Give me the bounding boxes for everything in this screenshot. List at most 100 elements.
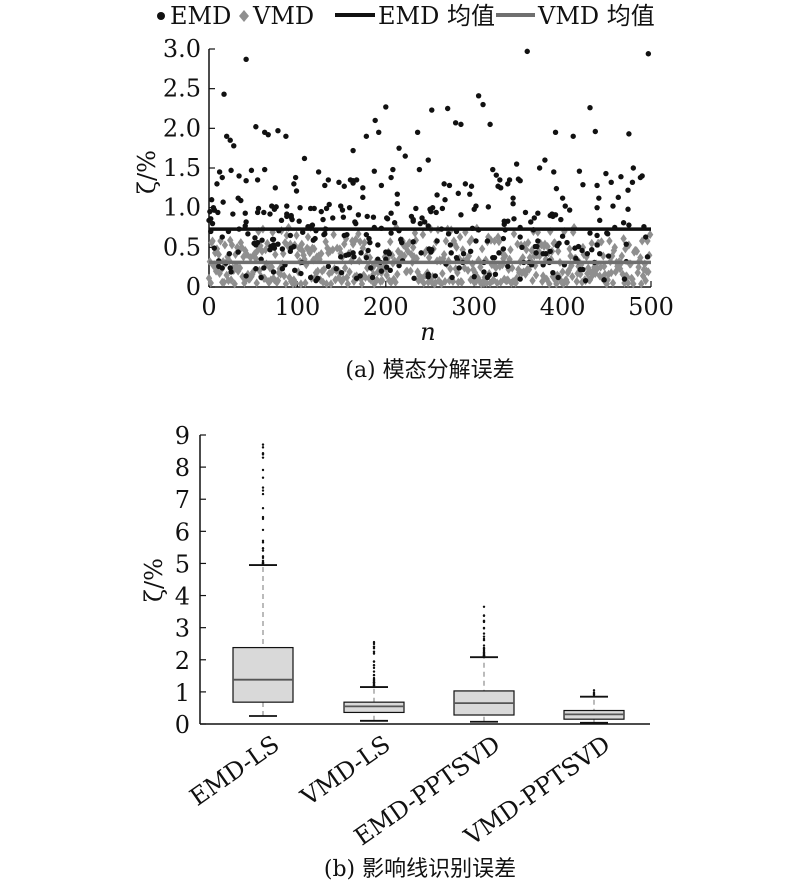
emd-point	[242, 210, 248, 216]
emd-point	[278, 217, 285, 224]
vmd-point	[535, 246, 542, 256]
x-tick-label-a: 400	[540, 293, 586, 321]
vmd-point	[302, 278, 309, 288]
vmd-point	[525, 265, 533, 275]
emd-point	[360, 185, 366, 191]
vmd-point	[356, 237, 364, 247]
emd-point	[394, 191, 400, 197]
emd-point	[307, 274, 314, 281]
vmd-point	[330, 230, 337, 240]
emd-point	[452, 120, 459, 126]
emd-point	[243, 273, 249, 279]
emd-point	[298, 270, 304, 277]
emd-point	[413, 205, 419, 212]
emd-point	[339, 207, 346, 213]
emd-point	[467, 191, 473, 197]
vmd-point	[366, 253, 374, 263]
vmd-point	[447, 264, 454, 274]
emd-point	[333, 266, 339, 272]
emd-point	[341, 232, 347, 239]
outlier-point	[261, 476, 265, 479]
emd-point	[207, 208, 213, 215]
emd-point	[326, 201, 332, 208]
y-tick-label-b: 1	[175, 679, 190, 707]
emd-point	[383, 215, 390, 221]
emd-point	[408, 213, 415, 220]
emd-point	[455, 190, 461, 197]
chart-a-scatter: EMD VMD EMD 均值 VMD 均值 0 0.5 1.0 1.5 2.0 2.5 3.…	[133, 2, 674, 383]
emd-point	[501, 218, 507, 224]
emd-point	[582, 277, 589, 284]
emd-point	[216, 169, 223, 175]
emd-point	[620, 220, 627, 226]
emd-point	[363, 231, 370, 238]
emd-point	[322, 182, 328, 189]
outlier-point	[261, 517, 265, 521]
emd-point	[396, 262, 402, 269]
emd-point	[433, 209, 439, 216]
emd-point	[421, 219, 428, 225]
vmd-point	[598, 237, 605, 247]
emd-point	[363, 254, 370, 261]
outlier-point	[482, 635, 486, 638]
emd-point	[584, 250, 591, 257]
vmd-point	[440, 249, 448, 259]
outlier-point	[372, 650, 376, 654]
emd-point	[637, 174, 644, 181]
vmd-point	[410, 242, 417, 252]
emd-point	[564, 239, 570, 246]
emd-point	[473, 238, 479, 244]
emd-point	[363, 133, 370, 139]
category-label: VMD-LS	[295, 730, 396, 812]
vmd-point	[458, 277, 466, 287]
emd-point	[320, 216, 326, 223]
outlier-point	[261, 547, 265, 550]
emd-point	[254, 239, 261, 246]
emd-point	[533, 250, 539, 256]
emd-point	[292, 267, 298, 274]
vmd-point	[253, 278, 260, 288]
outlier-point	[261, 486, 265, 489]
emd-point	[293, 188, 300, 194]
vmd-point	[625, 240, 633, 250]
emd-point	[555, 274, 561, 281]
vmd-point	[539, 276, 546, 286]
vmd-point	[297, 279, 305, 289]
emd-point	[419, 215, 425, 221]
emd-point	[575, 243, 582, 250]
outlier-point	[261, 507, 265, 510]
y-tick-label-a: 1.5	[163, 154, 201, 182]
emd-point	[608, 179, 614, 185]
emd-point	[605, 253, 612, 259]
emd-point	[383, 264, 390, 270]
outlier-point	[261, 549, 265, 552]
emd-point	[340, 214, 347, 220]
vmd-point	[292, 278, 299, 288]
emd-point	[364, 213, 370, 220]
emd-point	[325, 177, 332, 183]
emd-point	[375, 242, 381, 248]
emd-point	[559, 195, 566, 201]
emd-point	[238, 197, 244, 204]
x-tick-label-a: 300	[451, 293, 497, 321]
emd-point	[376, 129, 382, 135]
emd-point	[576, 168, 583, 174]
emd-point	[625, 206, 631, 212]
vmd-point	[293, 230, 300, 240]
emd-point	[510, 195, 516, 201]
emd-point	[270, 242, 277, 248]
vmd-point	[532, 270, 540, 280]
emd-point	[446, 182, 453, 189]
emd-point	[528, 219, 534, 225]
vmd-point	[501, 251, 509, 261]
vmd-point	[205, 273, 213, 283]
emd-point	[360, 194, 366, 201]
emd-point	[296, 218, 302, 224]
emd-point	[253, 124, 259, 130]
vmd-point	[216, 269, 223, 279]
emd-point	[517, 234, 523, 240]
emd-point	[570, 133, 576, 139]
vmd-point	[544, 242, 551, 252]
vmd-point	[633, 246, 641, 256]
emd-point	[587, 105, 593, 111]
